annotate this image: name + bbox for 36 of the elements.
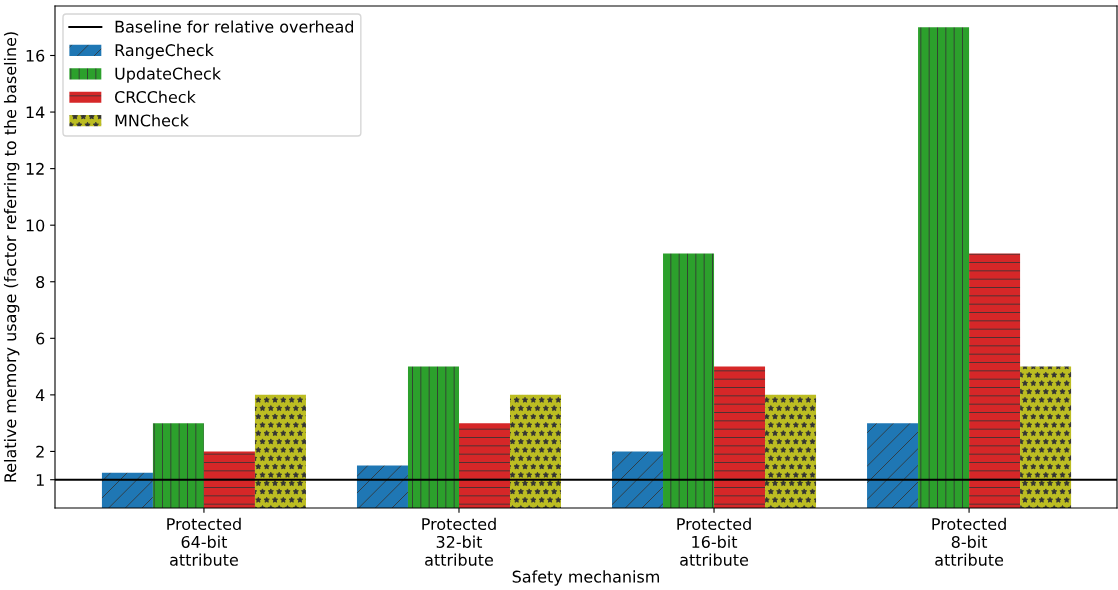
bar bbox=[1020, 366, 1072, 508]
y-tick-label: 1 bbox=[36, 474, 44, 486]
bar bbox=[101, 472, 153, 508]
y-tick-label: 8 bbox=[36, 275, 45, 289]
y-tick-label: 16 bbox=[26, 49, 45, 62]
y-tick-label: 12 bbox=[26, 162, 44, 175]
y-tick-label: 4 bbox=[35, 389, 45, 401]
bar bbox=[152, 423, 204, 508]
bar bbox=[254, 394, 306, 508]
bar bbox=[918, 27, 970, 508]
legend-label: CRCCheck bbox=[114, 90, 196, 104]
x-tick-label: Protected 8-bit attribute bbox=[932, 517, 1006, 566]
legend-label: UpdateCheck bbox=[115, 67, 222, 83]
bar bbox=[510, 394, 562, 508]
y-axis-title: Relative memory usage (factor referring to the baseline) bbox=[3, 32, 20, 482]
bar bbox=[765, 394, 817, 508]
legend-label: RangeCheck bbox=[115, 43, 214, 60]
bar bbox=[867, 423, 919, 508]
y-tick-label: 14 bbox=[26, 106, 45, 119]
bar bbox=[612, 451, 664, 508]
legend-label: Baseline for relative overhead bbox=[115, 20, 354, 33]
bar bbox=[203, 451, 255, 508]
x-tick-label: Protected 64-bit attribute bbox=[167, 517, 241, 566]
bar bbox=[407, 366, 459, 508]
x-tick-label: Protected 16-bit attribute bbox=[677, 517, 751, 566]
bar bbox=[969, 253, 1021, 508]
bar bbox=[663, 253, 715, 508]
y-tick-label: 6 bbox=[36, 332, 45, 345]
x-axis-title: Safety mechanism bbox=[512, 570, 659, 586]
y-tick-label: 2 bbox=[36, 445, 44, 458]
bar bbox=[714, 366, 766, 508]
legend-label: MNCheck bbox=[115, 114, 189, 127]
bar bbox=[356, 465, 408, 508]
bar bbox=[458, 423, 510, 508]
y-tick-label: 10 bbox=[26, 219, 45, 232]
x-tick-label: Protected 32-bit attribute bbox=[422, 517, 496, 566]
